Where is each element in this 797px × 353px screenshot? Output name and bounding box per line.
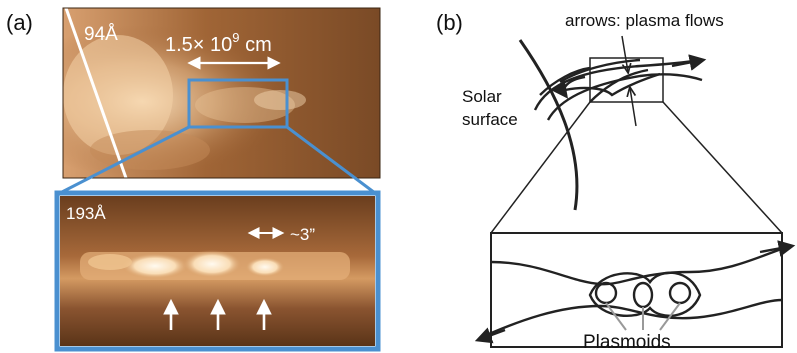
bottom-wavelength-label: 193Å <box>66 204 106 223</box>
reconnection-box <box>589 57 664 103</box>
bottom-image-frame <box>54 190 381 352</box>
zoom-connector-right <box>286 125 376 195</box>
flow-arrow-down <box>621 35 628 72</box>
plasma-flow-note: arrows: plasma flows <box>565 11 724 30</box>
panel-a-label: (a) <box>6 10 33 35</box>
current-sheet-lines <box>479 244 791 340</box>
plasmoid-leader-lines <box>605 302 681 331</box>
svg-text:1.5× 109 cm: 1.5× 109 cm <box>165 30 272 56</box>
plasmoid-chain <box>588 271 702 318</box>
top-wavelength-label: 94Å <box>84 24 118 45</box>
zoom-line-right <box>662 101 783 234</box>
top-euv-image <box>63 8 380 178</box>
zoom-connector-left <box>59 125 190 195</box>
zoom-region-box <box>187 78 289 129</box>
plasmoids-label: Plasmoids <box>583 332 671 353</box>
limb-line <box>64 8 128 178</box>
sheet-arrow-right <box>759 240 796 257</box>
sheet-arrow-left <box>474 327 506 344</box>
solar-surface-label: Solar surface <box>462 87 518 129</box>
zoom-line-left <box>490 101 591 234</box>
top-image-frame <box>62 7 381 179</box>
panel-b-label: (b) <box>436 10 463 35</box>
top-scale-label: 1.5× 109 cm <box>165 30 272 56</box>
solar-surface-curve <box>518 39 579 211</box>
loop-out-arrow <box>671 54 707 71</box>
loop-return-arrow <box>551 75 586 99</box>
bottom-scale-label: ~3” <box>290 225 315 244</box>
current-sheet-box <box>490 232 783 348</box>
flow-arrow-up <box>630 88 637 127</box>
